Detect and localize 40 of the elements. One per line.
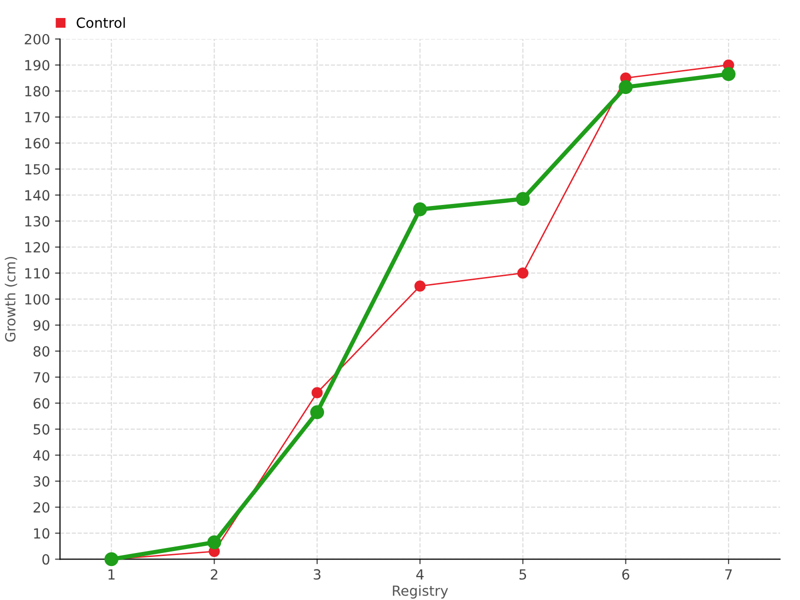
point xyxy=(414,280,426,292)
y-tick-label: 110 xyxy=(25,268,50,279)
y-tick-label: 0 xyxy=(42,554,50,565)
point xyxy=(516,192,530,206)
y-tick-label: 40 xyxy=(33,450,50,461)
x-axis-title: Registry xyxy=(392,585,448,599)
y-tick-label: 90 xyxy=(33,320,50,331)
x-tick-label: 1 xyxy=(108,569,115,580)
x-tick-label: 2 xyxy=(210,569,218,580)
y-tick-label: 160 xyxy=(25,138,50,149)
y-tick-label: 120 xyxy=(25,242,50,253)
legend-label: Control xyxy=(76,17,125,28)
y-tick-label: 190 xyxy=(25,60,50,70)
y-tick-label: 180 xyxy=(25,86,50,96)
y-axis-title: Growth (cm) xyxy=(4,256,18,342)
point xyxy=(312,387,323,398)
point xyxy=(207,535,222,550)
y-tick-label: 50 xyxy=(34,424,50,435)
x-tick-label: 7 xyxy=(725,569,732,580)
y-tick-label: 10 xyxy=(34,528,50,539)
y-tick-label: 80 xyxy=(34,346,50,357)
point xyxy=(517,268,528,279)
point xyxy=(310,405,324,420)
y-tick-label: 30 xyxy=(34,476,50,487)
x-tick-label: 4 xyxy=(416,569,424,580)
y-tick-label: 200 xyxy=(24,34,50,44)
x-tick-label: 6 xyxy=(622,569,630,580)
y-tick-label: 70 xyxy=(34,372,50,383)
y-tick-label: 20 xyxy=(34,502,50,513)
y-tick-label: 140 xyxy=(25,190,50,201)
x-tick-label: 3 xyxy=(314,569,320,580)
y-tick-label: 130 xyxy=(25,216,50,227)
y-tick-label: 170 xyxy=(25,112,50,123)
y-tick-label: 150 xyxy=(25,164,50,175)
y-tick-label: 100 xyxy=(25,294,50,305)
point xyxy=(413,202,427,216)
point xyxy=(722,67,736,82)
x-tick-label: 5 xyxy=(520,569,526,580)
point xyxy=(618,80,633,94)
y-tick-label: 60 xyxy=(34,398,50,409)
